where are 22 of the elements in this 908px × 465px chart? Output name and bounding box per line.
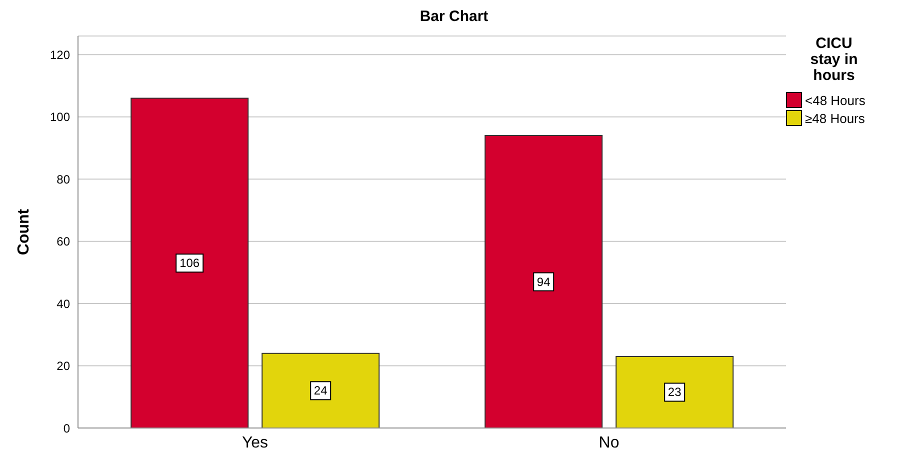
y-tick-label: 0 <box>63 421 70 436</box>
x-tick-label: Yes <box>242 434 268 452</box>
legend-label: ≥48 Hours <box>805 110 865 126</box>
y-axis-title: Count <box>16 208 33 256</box>
y-tick-label: 120 <box>50 48 70 62</box>
bar <box>484 135 603 428</box>
x-tick-label: No <box>598 434 620 452</box>
bar <box>616 356 734 428</box>
data-label: 106 <box>180 256 200 270</box>
y-tick-label: 80 <box>56 172 70 186</box>
data-label: 23 <box>668 385 682 400</box>
legend-title: CICU stay in hours <box>809 35 859 84</box>
chart-title: Bar Chart <box>418 8 490 26</box>
y-tick-label: 20 <box>56 359 70 374</box>
y-tick-label: 100 <box>50 110 70 124</box>
data-label: 24 <box>314 384 328 398</box>
y-tick-label: 40 <box>56 296 70 311</box>
bar <box>262 352 380 428</box>
legend-label: <48 Hours <box>805 92 866 108</box>
bar <box>130 98 249 428</box>
y-tick-label: 60 <box>56 234 70 249</box>
data-label: 94 <box>536 274 551 289</box>
